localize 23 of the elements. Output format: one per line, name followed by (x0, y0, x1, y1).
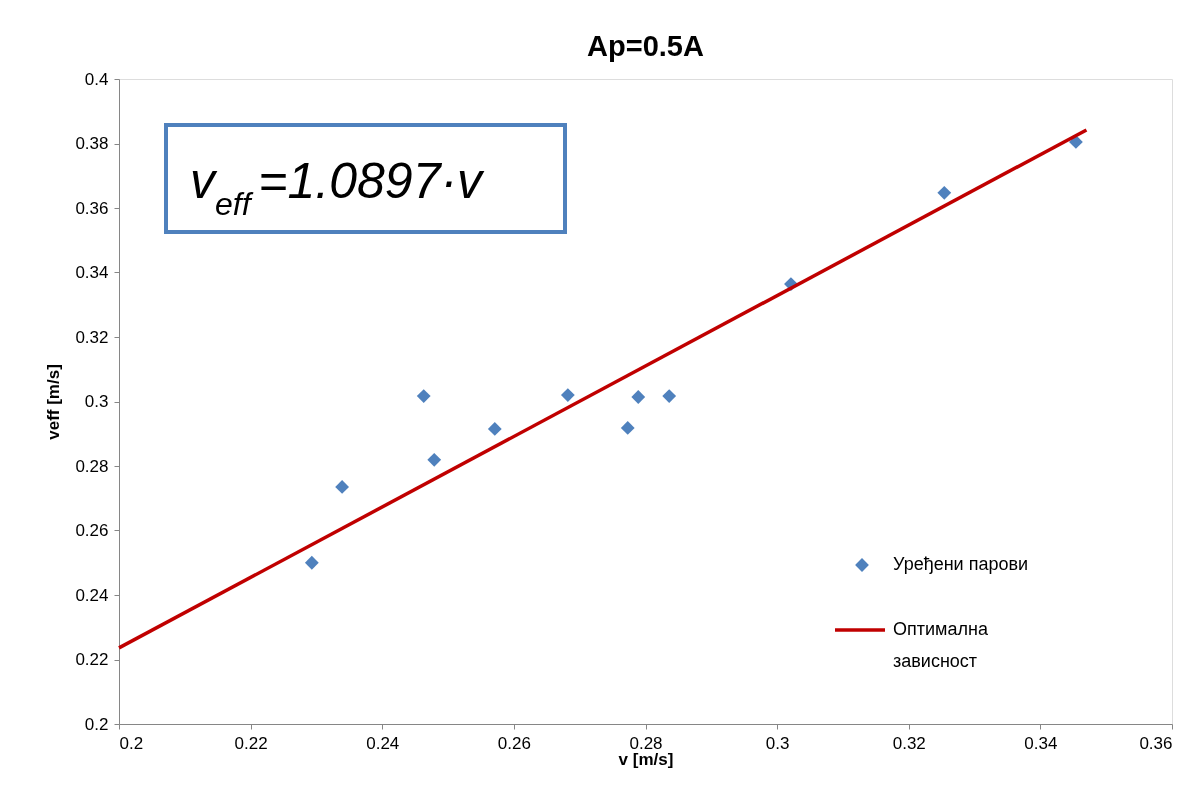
x-tick-label: 0.32 (892, 733, 926, 753)
y-tick-label: 0.24 (75, 585, 109, 605)
y-axis-title: veff [m/s] (44, 364, 64, 440)
x-tick-label: 0.22 (234, 733, 268, 753)
y-tick-label: 0.26 (75, 521, 109, 540)
chart-title: Ap=0.5A (587, 30, 704, 62)
legend-label: Уређени парови (893, 554, 1029, 574)
x-tick-label: 0.34 (1024, 733, 1058, 753)
x-tick-label: 0.2 (119, 733, 144, 753)
y-tick-label: 0.34 (75, 263, 109, 282)
y-tick-label: 0.4 (84, 69, 109, 89)
y-tick-label: 0.3 (84, 392, 109, 411)
y-tick-label: 0.36 (75, 198, 109, 218)
x-tick-label: 0.26 (497, 733, 531, 753)
legend-label: Оптимална зависност (893, 619, 989, 671)
x-tick-label: 0.36 (1139, 733, 1173, 753)
y-tick-label: 0.2 (84, 714, 109, 734)
x-tick-label: 0.3 (765, 733, 790, 753)
y-tick-label: 0.32 (75, 327, 109, 347)
y-tick-label: 0.22 (75, 650, 109, 669)
y-tick-label: 0.28 (75, 456, 109, 476)
y-tick-label: 0.38 (75, 134, 109, 153)
x-tick-label: 0.24 (366, 733, 400, 753)
